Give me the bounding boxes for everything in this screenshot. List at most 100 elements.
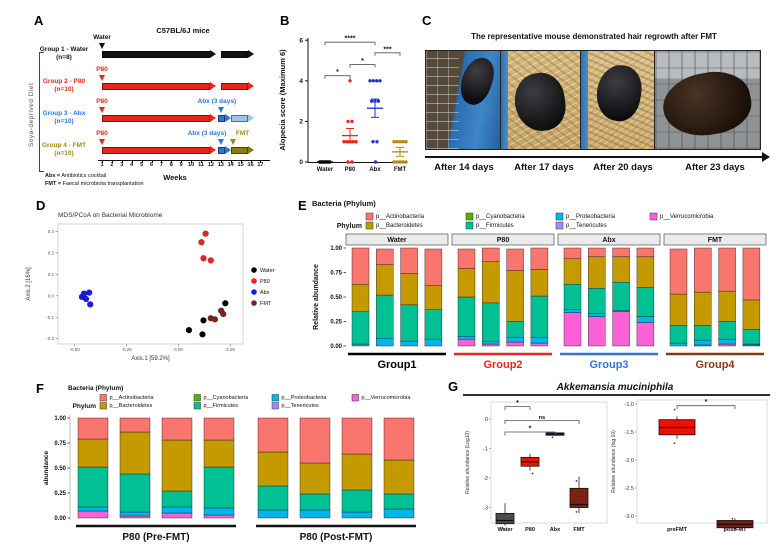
- legend-swatch: [351, 394, 359, 402]
- chart-title: MDS/PCoA on Bacterial Microbiome: [58, 212, 163, 219]
- week-number: 10: [188, 162, 195, 168]
- week-tick: [151, 160, 153, 163]
- timeline-arrowhead: [248, 81, 255, 90]
- facet-strip: [345, 233, 449, 246]
- y-tick-label: 0.75: [54, 441, 66, 447]
- bar-segment: [424, 285, 443, 310]
- plot-border: [57, 223, 244, 345]
- significance-bracket: [676, 405, 736, 410]
- mouse-body: [592, 61, 646, 125]
- bar-segment: [457, 296, 476, 337]
- pcoa-chart: MDS/PCoA on Bacterial Microbiome -0.50 -0.…: [26, 212, 275, 362]
- bar-segment: [742, 299, 761, 330]
- timeline-arrow: [102, 51, 210, 58]
- panel-c-photos: The representative mouse demonstrated ha…: [420, 12, 778, 184]
- bar-segment: [612, 247, 630, 258]
- akkermansia-boxplots: Akkemansia muciniphila 0 -1 -2 -3 Relative ab…: [463, 382, 770, 533]
- bar-segment: [457, 248, 476, 269]
- week-number: 14: [227, 162, 234, 168]
- timeline-arrow: [217, 147, 225, 154]
- week-tick: [141, 160, 143, 163]
- significance-stars: *: [361, 58, 364, 65]
- y-tick-label: 0: [485, 417, 488, 423]
- box: [569, 487, 589, 508]
- timeline-arrow: [102, 147, 210, 154]
- bar-segment: [299, 417, 331, 464]
- bar-segment: [376, 248, 394, 265]
- legend-label: p__Bacteroidetes: [110, 403, 153, 409]
- significance-stars: ***: [383, 46, 391, 53]
- bar-segment: [506, 270, 524, 322]
- group-name: Group 1 - Water: [39, 46, 89, 53]
- data-point: [354, 140, 358, 144]
- x-tick-label: -0.25: [121, 347, 132, 352]
- bar-segment: [694, 291, 712, 326]
- timeline-arrow: [220, 83, 249, 90]
- y-axis-title: Axis.2 [16%]: [26, 267, 32, 301]
- bar-segment: [119, 515, 151, 519]
- bar-segment: [77, 466, 109, 508]
- jitter-point: [673, 442, 676, 445]
- x-category-label: FMT: [573, 527, 585, 533]
- significance-label: *: [516, 400, 519, 407]
- mouse-photo: [655, 50, 761, 150]
- data-point: [199, 331, 206, 338]
- week-number: 6: [149, 162, 154, 168]
- y-tick-label: -1.0: [625, 402, 634, 408]
- week-tick: [111, 160, 113, 163]
- data-point: [371, 79, 375, 83]
- panel-label-g: G: [448, 379, 459, 394]
- group-label: Group 2 - P80 (n=10): [28, 78, 100, 94]
- legend-label: p__Actinobacteria: [110, 395, 155, 401]
- week-number: 3: [120, 162, 124, 168]
- legend-label: p__Cyanobacteria: [476, 214, 525, 220]
- week-number: 2: [110, 162, 114, 168]
- group-n: (n=10): [54, 150, 74, 158]
- bar-segment: [119, 511, 151, 517]
- bar-segment: [161, 506, 193, 514]
- legend-label: p__Tenericutes: [566, 223, 607, 229]
- data-point: [401, 160, 405, 164]
- bar-segment: [424, 338, 443, 347]
- bar-segment: [376, 264, 394, 296]
- bar-segment: [669, 248, 688, 295]
- bar-segment: [257, 485, 289, 511]
- chart-title: Bacteria (Phylum): [312, 199, 376, 208]
- legend-label: FMT: [260, 301, 272, 307]
- legend-label: p__Proteobacteria: [566, 214, 616, 220]
- week-number: 15: [237, 162, 244, 168]
- data-point: [350, 119, 354, 124]
- data-point: [392, 160, 396, 164]
- bar-segment: [718, 247, 736, 292]
- bar-segment: [424, 309, 443, 340]
- data-point: [373, 160, 378, 164]
- y-tick-label: -3.0: [625, 514, 634, 520]
- week-tick: [220, 160, 222, 163]
- x-axis-title: Axis.1 [59.2%]: [131, 356, 170, 362]
- legend-swatch: [365, 212, 374, 221]
- bar-segment: [694, 325, 712, 341]
- bar-segment: [718, 290, 736, 322]
- legend-swatch: [465, 212, 474, 221]
- bar-segment: [299, 509, 331, 519]
- y-axis-title: Relative abundance (log 10): [611, 430, 617, 493]
- footnote-line: FMT = Faecal microbiota transplantation: [45, 181, 144, 188]
- significance-bracket: [504, 431, 556, 436]
- y-tick-label: -1: [483, 447, 488, 453]
- treatment-start-marker-icon: [98, 43, 105, 49]
- bar-segment: [588, 256, 606, 289]
- legend-label: p__Verrucomicrobia: [362, 395, 412, 401]
- bar-segment: [612, 256, 630, 283]
- timeline-arrowhead: [224, 113, 231, 122]
- prepost-abundance-chart: Bacteria (Phylum) Phylum p__Actinobacteria…: [43, 385, 416, 543]
- timeline-arrow: [220, 51, 249, 58]
- timeline-rows: Group 1 - Water (n=8) Water Group 2 - P80 (n…: [28, 24, 278, 189]
- jitter-point: [736, 525, 739, 527]
- x-category-label: Water: [497, 527, 513, 533]
- y-tick-label: -2.0: [625, 458, 634, 464]
- treatment-start-marker-icon: [98, 107, 105, 113]
- legend-label: P80: [260, 279, 270, 285]
- alopecia-score-chart: 0 2 4 6 Alopecia score (Maximum 6) Water P80 Ab…: [278, 36, 408, 173]
- week-axis: [98, 160, 271, 161]
- bar-segment: [203, 439, 235, 468]
